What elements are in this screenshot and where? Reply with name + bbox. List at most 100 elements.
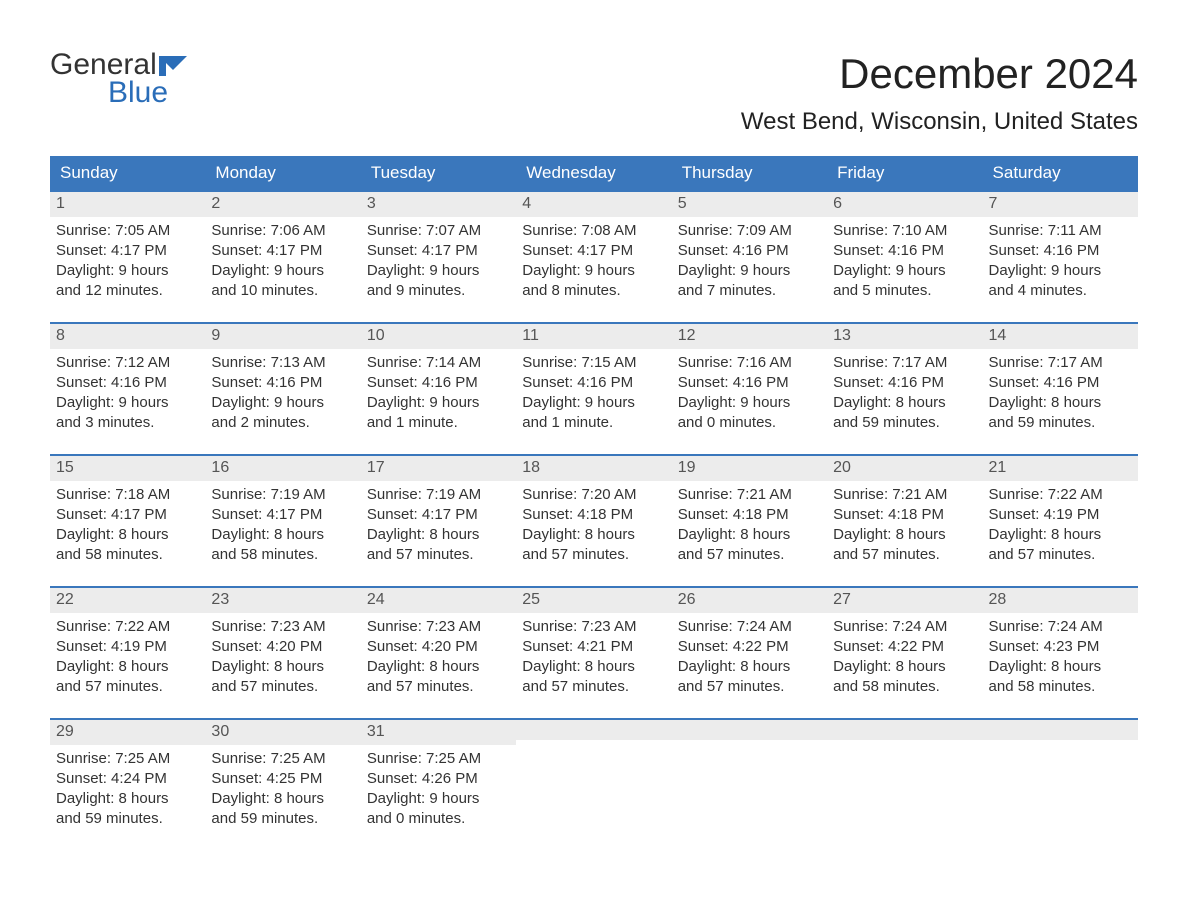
sunset-text: Sunset: 4:20 PM: [367, 637, 510, 657]
daylight-text: and 57 minutes.: [211, 677, 354, 697]
sunset-text: Sunset: 4:17 PM: [367, 505, 510, 525]
daylight-text: Daylight: 9 hours: [56, 393, 199, 413]
calendar-day: 22Sunrise: 7:22 AMSunset: 4:19 PMDayligh…: [50, 588, 205, 708]
daylight-text: Daylight: 9 hours: [678, 261, 821, 281]
day-body: Sunrise: 7:23 AMSunset: 4:21 PMDaylight:…: [516, 613, 671, 698]
daylight-text: Daylight: 8 hours: [678, 525, 821, 545]
daylight-text: and 57 minutes.: [678, 545, 821, 565]
day-number: 1: [50, 192, 205, 217]
sunrise-text: Sunrise: 7:25 AM: [211, 749, 354, 769]
daylight-text: and 1 minute.: [367, 413, 510, 433]
calendar-header-cell: Friday: [827, 156, 982, 190]
day-number: 2: [205, 192, 360, 217]
calendar-header-cell: Monday: [205, 156, 360, 190]
sunrise-text: Sunrise: 7:06 AM: [211, 221, 354, 241]
day-number: 23: [205, 588, 360, 613]
top-bar: General Blue December 2024 West Bend, Wi…: [50, 50, 1138, 136]
sunset-text: Sunset: 4:17 PM: [522, 241, 665, 261]
sunrise-text: Sunrise: 7:15 AM: [522, 353, 665, 373]
daylight-text: Daylight: 9 hours: [989, 261, 1132, 281]
daylight-text: and 57 minutes.: [367, 677, 510, 697]
day-body: Sunrise: 7:12 AMSunset: 4:16 PMDaylight:…: [50, 349, 205, 434]
day-number: 28: [983, 588, 1138, 613]
sunset-text: Sunset: 4:25 PM: [211, 769, 354, 789]
daylight-text: and 7 minutes.: [678, 281, 821, 301]
daylight-text: Daylight: 9 hours: [678, 393, 821, 413]
sunset-text: Sunset: 4:16 PM: [56, 373, 199, 393]
daylight-text: and 59 minutes.: [211, 809, 354, 829]
day-body: Sunrise: 7:24 AMSunset: 4:23 PMDaylight:…: [983, 613, 1138, 698]
calendar-day: 31Sunrise: 7:25 AMSunset: 4:26 PMDayligh…: [361, 720, 516, 840]
day-body: Sunrise: 7:19 AMSunset: 4:17 PMDaylight:…: [361, 481, 516, 566]
daylight-text: and 57 minutes.: [833, 545, 976, 565]
day-number: 12: [672, 324, 827, 349]
calendar-day: 23Sunrise: 7:23 AMSunset: 4:20 PMDayligh…: [205, 588, 360, 708]
sunrise-text: Sunrise: 7:05 AM: [56, 221, 199, 241]
day-number: 22: [50, 588, 205, 613]
sunset-text: Sunset: 4:16 PM: [522, 373, 665, 393]
day-number: 20: [827, 456, 982, 481]
day-number: 16: [205, 456, 360, 481]
location-subtitle: West Bend, Wisconsin, United States: [741, 108, 1138, 136]
sunset-text: Sunset: 4:22 PM: [833, 637, 976, 657]
day-body: Sunrise: 7:08 AMSunset: 4:17 PMDaylight:…: [516, 217, 671, 302]
daylight-text: Daylight: 8 hours: [211, 525, 354, 545]
sunrise-text: Sunrise: 7:07 AM: [367, 221, 510, 241]
daylight-text: Daylight: 9 hours: [367, 789, 510, 809]
daylight-text: and 59 minutes.: [56, 809, 199, 829]
day-body: Sunrise: 7:14 AMSunset: 4:16 PMDaylight:…: [361, 349, 516, 434]
daylight-text: Daylight: 8 hours: [989, 525, 1132, 545]
day-number: 30: [205, 720, 360, 745]
sunset-text: Sunset: 4:16 PM: [211, 373, 354, 393]
day-number: [672, 720, 827, 740]
day-body: Sunrise: 7:21 AMSunset: 4:18 PMDaylight:…: [827, 481, 982, 566]
calendar-day: 14Sunrise: 7:17 AMSunset: 4:16 PMDayligh…: [983, 324, 1138, 444]
daylight-text: and 57 minutes.: [678, 677, 821, 697]
sunset-text: Sunset: 4:16 PM: [833, 241, 976, 261]
day-number: 14: [983, 324, 1138, 349]
daylight-text: and 58 minutes.: [833, 677, 976, 697]
daylight-text: and 58 minutes.: [211, 545, 354, 565]
daylight-text: Daylight: 8 hours: [367, 657, 510, 677]
sunrise-text: Sunrise: 7:17 AM: [833, 353, 976, 373]
day-body: Sunrise: 7:20 AMSunset: 4:18 PMDaylight:…: [516, 481, 671, 566]
daylight-text: and 10 minutes.: [211, 281, 354, 301]
day-body: Sunrise: 7:17 AMSunset: 4:16 PMDaylight:…: [827, 349, 982, 434]
sunrise-text: Sunrise: 7:10 AM: [833, 221, 976, 241]
day-body: Sunrise: 7:15 AMSunset: 4:16 PMDaylight:…: [516, 349, 671, 434]
calendar-day: 18Sunrise: 7:20 AMSunset: 4:18 PMDayligh…: [516, 456, 671, 576]
daylight-text: Daylight: 8 hours: [367, 525, 510, 545]
calendar-day: 20Sunrise: 7:21 AMSunset: 4:18 PMDayligh…: [827, 456, 982, 576]
day-body: Sunrise: 7:24 AMSunset: 4:22 PMDaylight:…: [672, 613, 827, 698]
sunset-text: Sunset: 4:16 PM: [367, 373, 510, 393]
daylight-text: Daylight: 8 hours: [211, 789, 354, 809]
daylight-text: Daylight: 8 hours: [833, 525, 976, 545]
daylight-text: Daylight: 8 hours: [56, 525, 199, 545]
day-body: Sunrise: 7:11 AMSunset: 4:16 PMDaylight:…: [983, 217, 1138, 302]
day-number: 13: [827, 324, 982, 349]
day-body: Sunrise: 7:19 AMSunset: 4:17 PMDaylight:…: [205, 481, 360, 566]
daylight-text: and 9 minutes.: [367, 281, 510, 301]
daylight-text: Daylight: 8 hours: [522, 657, 665, 677]
calendar-day: 3Sunrise: 7:07 AMSunset: 4:17 PMDaylight…: [361, 192, 516, 312]
sunrise-text: Sunrise: 7:19 AM: [367, 485, 510, 505]
day-number: 8: [50, 324, 205, 349]
daylight-text: and 2 minutes.: [211, 413, 354, 433]
sunrise-text: Sunrise: 7:25 AM: [367, 749, 510, 769]
daylight-text: and 57 minutes.: [367, 545, 510, 565]
calendar-day: 24Sunrise: 7:23 AMSunset: 4:20 PMDayligh…: [361, 588, 516, 708]
sunrise-text: Sunrise: 7:12 AM: [56, 353, 199, 373]
daylight-text: and 5 minutes.: [833, 281, 976, 301]
daylight-text: Daylight: 9 hours: [522, 261, 665, 281]
calendar-header-cell: Thursday: [672, 156, 827, 190]
sunset-text: Sunset: 4:23 PM: [989, 637, 1132, 657]
day-body: [983, 740, 1138, 744]
day-number: 5: [672, 192, 827, 217]
day-number: 7: [983, 192, 1138, 217]
daylight-text: Daylight: 9 hours: [522, 393, 665, 413]
sunset-text: Sunset: 4:16 PM: [989, 241, 1132, 261]
calendar-day: 4Sunrise: 7:08 AMSunset: 4:17 PMDaylight…: [516, 192, 671, 312]
day-number: 25: [516, 588, 671, 613]
sunrise-text: Sunrise: 7:17 AM: [989, 353, 1132, 373]
daylight-text: Daylight: 8 hours: [833, 657, 976, 677]
